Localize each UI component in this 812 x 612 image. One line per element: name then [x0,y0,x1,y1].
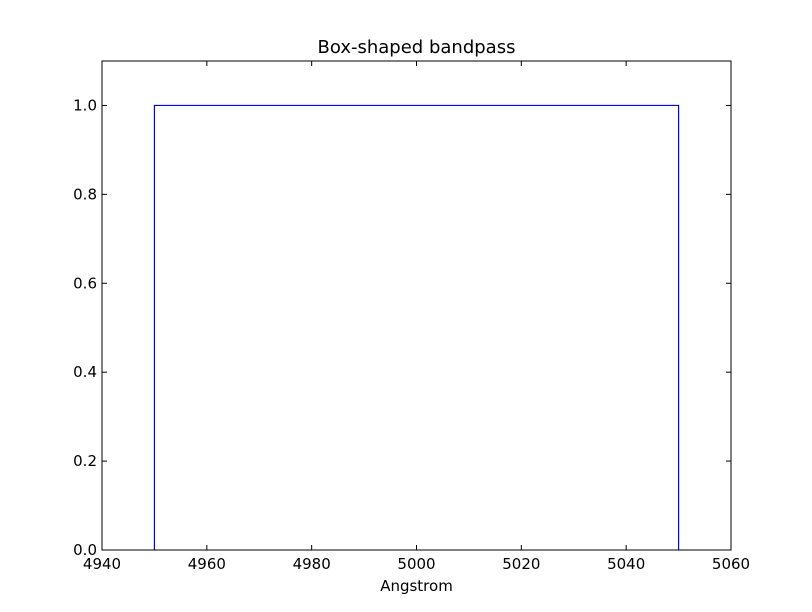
y-tick-label: 0.8 [73,185,97,203]
chart-title: Box-shaped bandpass [318,37,516,58]
axes-frame [101,60,732,551]
x-tick-label: 5040 [607,555,645,573]
x-axis-label: Angstrom [380,577,453,595]
x-tick-label: 5020 [502,555,540,573]
x-tick-label: 4980 [293,555,331,573]
x-tick-label: 4940 [83,555,121,573]
y-tick-label: 0.2 [73,452,97,470]
series-line-0 [153,104,680,550]
x-tick-label: 5060 [712,555,750,573]
y-tick-label: 0.4 [73,363,97,381]
x-tick-label: 5000 [397,555,435,573]
y-tick-label: 0.0 [73,541,97,559]
y-tick-label: 0.6 [73,274,97,292]
x-tick-label: 4960 [188,555,226,573]
y-tick-label: 1.0 [73,96,97,114]
y-axis: 0.0 0.2 0.4 0.6 0.8 1.0 [73,96,731,559]
plot-area [153,104,680,550]
x-axis: 4940 4960 4980 5000 5020 5040 5060 [83,61,750,573]
